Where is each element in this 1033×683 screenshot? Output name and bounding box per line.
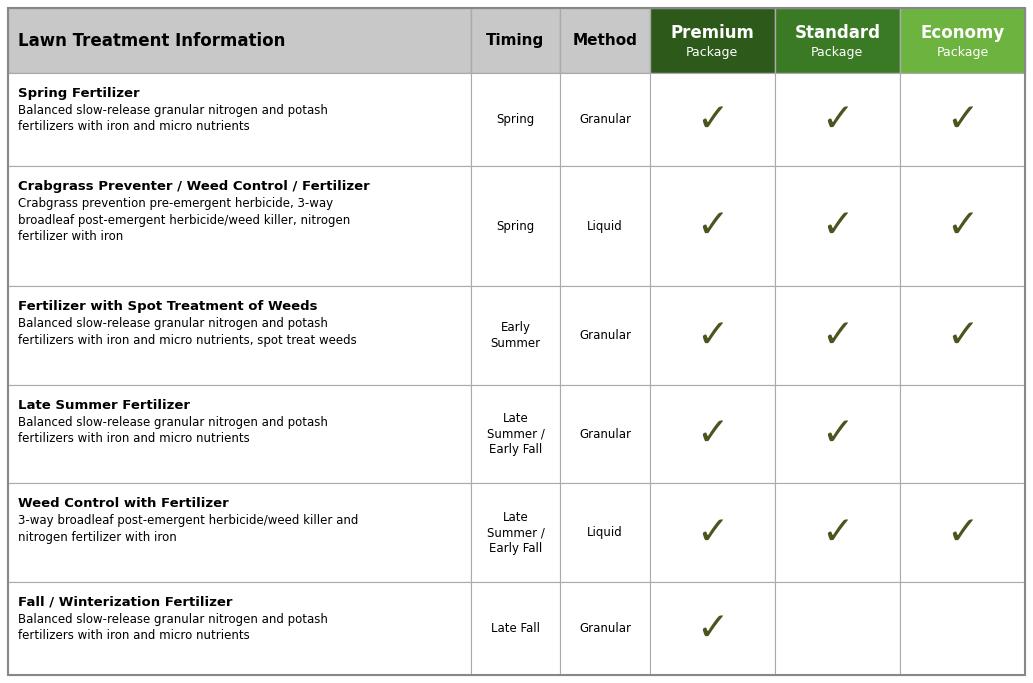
Text: ✓: ✓ xyxy=(821,207,853,245)
Bar xyxy=(650,484,775,582)
Bar xyxy=(650,286,775,385)
Text: ✓: ✓ xyxy=(946,317,978,354)
Bar xyxy=(560,385,650,484)
Bar xyxy=(471,8,560,73)
Bar xyxy=(775,484,900,582)
Text: ✓: ✓ xyxy=(696,207,728,245)
Bar xyxy=(650,582,775,675)
Text: Balanced slow-release granular nitrogen and potash
fertilizers with iron and mic: Balanced slow-release granular nitrogen … xyxy=(18,613,327,643)
Text: Granular: Granular xyxy=(578,428,631,441)
Text: Balanced slow-release granular nitrogen and potash
fertilizers with iron and mic: Balanced slow-release granular nitrogen … xyxy=(18,318,356,347)
Bar xyxy=(8,385,471,484)
Bar xyxy=(8,166,471,286)
Bar xyxy=(560,166,650,286)
Text: Package: Package xyxy=(686,46,739,59)
Text: Package: Package xyxy=(811,46,864,59)
Bar xyxy=(8,286,471,385)
Text: Economy: Economy xyxy=(920,23,1004,42)
Text: Crabgrass prevention pre-emergent herbicide, 3-way
broadleaf post-emergent herbi: Crabgrass prevention pre-emergent herbic… xyxy=(18,197,350,243)
Bar xyxy=(775,385,900,484)
Bar xyxy=(560,484,650,582)
Text: Late Summer Fertilizer: Late Summer Fertilizer xyxy=(18,399,190,412)
Text: Late
Summer /
Early Fall: Late Summer / Early Fall xyxy=(487,413,544,456)
Text: Spring: Spring xyxy=(497,113,535,126)
Text: ✓: ✓ xyxy=(696,415,728,454)
Bar xyxy=(900,166,1025,286)
Bar xyxy=(560,8,650,73)
Text: 3-way broadleaf post-emergent herbicide/weed killer and
nitrogen fertilizer with: 3-way broadleaf post-emergent herbicide/… xyxy=(18,514,358,544)
Bar xyxy=(8,73,471,166)
Text: Fertilizer with Spot Treatment of Weeds: Fertilizer with Spot Treatment of Weeds xyxy=(18,301,317,313)
Text: ✓: ✓ xyxy=(821,514,853,552)
Text: Liquid: Liquid xyxy=(587,526,623,539)
Bar xyxy=(900,582,1025,675)
Text: Fall / Winterization Fertilizer: Fall / Winterization Fertilizer xyxy=(18,596,232,609)
Bar xyxy=(650,385,775,484)
Text: Granular: Granular xyxy=(578,329,631,342)
Bar xyxy=(8,484,471,582)
Text: ✓: ✓ xyxy=(946,100,978,139)
Bar xyxy=(900,8,1025,73)
Text: ✓: ✓ xyxy=(696,609,728,647)
Text: Method: Method xyxy=(572,33,637,48)
Text: ✓: ✓ xyxy=(946,514,978,552)
Text: ✓: ✓ xyxy=(821,100,853,139)
Bar xyxy=(560,286,650,385)
Text: Granular: Granular xyxy=(578,622,631,635)
Text: Spring: Spring xyxy=(497,220,535,233)
Bar xyxy=(900,286,1025,385)
Text: Package: Package xyxy=(936,46,989,59)
Bar xyxy=(900,73,1025,166)
Text: Balanced slow-release granular nitrogen and potash
fertilizers with iron and mic: Balanced slow-release granular nitrogen … xyxy=(18,416,327,445)
Bar xyxy=(775,582,900,675)
Text: Weed Control with Fertilizer: Weed Control with Fertilizer xyxy=(18,497,228,510)
Text: ✓: ✓ xyxy=(696,317,728,354)
Bar xyxy=(471,73,560,166)
Text: Granular: Granular xyxy=(578,113,631,126)
Text: Liquid: Liquid xyxy=(587,220,623,233)
Bar xyxy=(900,385,1025,484)
Bar xyxy=(8,582,471,675)
Bar xyxy=(650,166,775,286)
Text: ✓: ✓ xyxy=(696,514,728,552)
Bar xyxy=(775,166,900,286)
Text: Premium: Premium xyxy=(670,23,754,42)
Text: ✓: ✓ xyxy=(946,207,978,245)
Bar xyxy=(650,8,775,73)
Bar xyxy=(471,166,560,286)
Bar xyxy=(775,286,900,385)
Text: ✓: ✓ xyxy=(821,317,853,354)
Text: Timing: Timing xyxy=(487,33,544,48)
Bar xyxy=(775,73,900,166)
Text: ✓: ✓ xyxy=(821,415,853,454)
Bar xyxy=(560,582,650,675)
Bar xyxy=(471,385,560,484)
Text: Crabgrass Preventer / Weed Control / Fertilizer: Crabgrass Preventer / Weed Control / Fer… xyxy=(18,180,370,193)
Text: Lawn Treatment Information: Lawn Treatment Information xyxy=(18,31,285,49)
Text: Early
Summer: Early Summer xyxy=(491,322,540,350)
Bar xyxy=(560,73,650,166)
Bar xyxy=(650,73,775,166)
Text: ✓: ✓ xyxy=(696,100,728,139)
Bar xyxy=(8,8,471,73)
Text: Balanced slow-release granular nitrogen and potash
fertilizers with iron and mic: Balanced slow-release granular nitrogen … xyxy=(18,104,327,133)
Bar xyxy=(775,8,900,73)
Text: Late Fall: Late Fall xyxy=(491,622,540,635)
Bar xyxy=(471,286,560,385)
Bar xyxy=(900,484,1025,582)
Text: Late
Summer /
Early Fall: Late Summer / Early Fall xyxy=(487,511,544,555)
Text: Spring Fertilizer: Spring Fertilizer xyxy=(18,87,139,100)
Bar xyxy=(471,582,560,675)
Text: Standard: Standard xyxy=(794,23,880,42)
Bar xyxy=(471,484,560,582)
